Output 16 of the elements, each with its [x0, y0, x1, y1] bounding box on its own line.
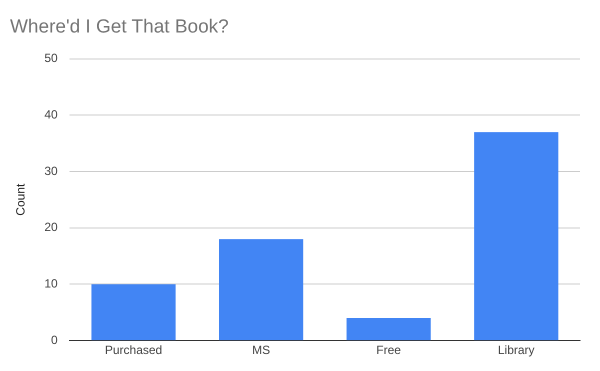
y-tick-label: 50	[44, 51, 58, 66]
x-tick-label: Purchased	[104, 343, 162, 358]
y-axis-title: Count	[14, 183, 28, 216]
y-tick-label: 10	[44, 276, 58, 291]
x-tick-label: MS	[252, 343, 270, 358]
bar	[474, 132, 558, 340]
x-tick-label: Library	[498, 343, 535, 358]
x-tick-label: Free	[376, 343, 402, 358]
y-tick-label: 40	[44, 107, 58, 122]
y-tick-label: 30	[44, 164, 58, 178]
bar	[346, 318, 431, 340]
bar	[218, 239, 304, 340]
y-tick-label: 20	[44, 220, 58, 234]
chart-title: Where'd I Get That Book?	[10, 16, 229, 38]
bar	[91, 284, 176, 340]
y-tick-label: 0	[51, 332, 58, 347]
